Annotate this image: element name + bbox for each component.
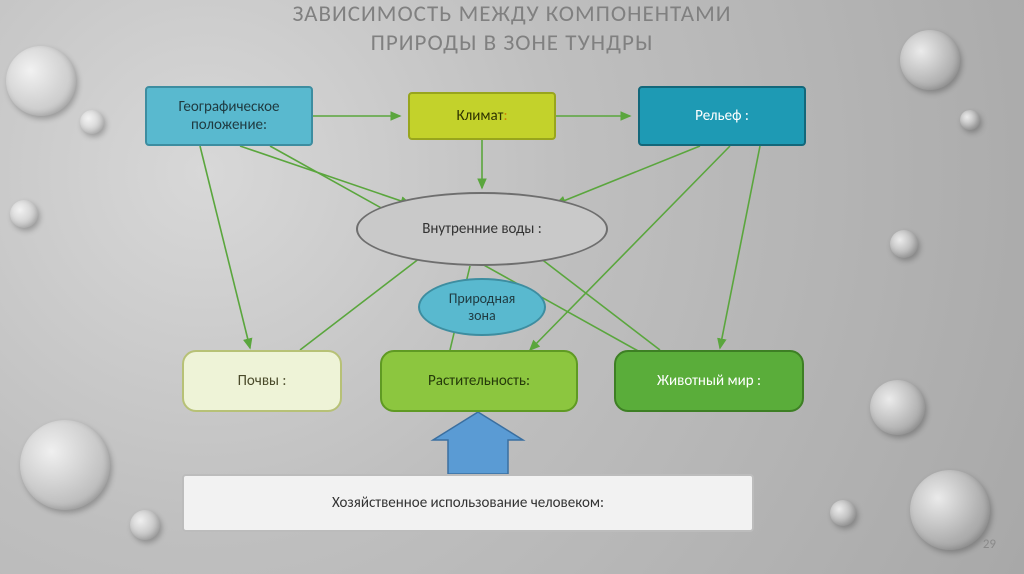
decor-bubble	[20, 420, 110, 510]
decor-bubble	[80, 110, 104, 134]
node-climate: Климат:	[408, 92, 556, 140]
slide: ЗАВИСИМОСТЬ МЕЖДУ КОМПОНЕНТАМИПРИРОДЫ В …	[0, 0, 1024, 574]
decor-bubble	[890, 230, 918, 258]
page-number: 29	[983, 537, 996, 552]
node-usage: Хозяйственное использование человеком:	[182, 474, 754, 532]
decor-bubble	[10, 200, 38, 228]
node-zone: Природнаязона	[418, 278, 546, 336]
decor-bubble	[910, 470, 990, 550]
node-relief: Рельеф :	[638, 86, 806, 146]
node-fauna: Животный мир :	[614, 350, 804, 412]
node-flora: Растительность:	[380, 350, 578, 412]
decor-bubble	[130, 510, 160, 540]
node-soils: Почвы :	[182, 350, 342, 412]
decor-bubble	[870, 380, 925, 435]
decor-bubble	[830, 500, 856, 526]
node-waters: Внутренние воды :	[356, 192, 608, 266]
slide-title: ЗАВИСИМОСТЬ МЕЖДУ КОМПОНЕНТАМИПРИРОДЫ В …	[0, 0, 1024, 58]
node-geo: Географическоеположение:	[145, 86, 313, 146]
decor-bubble	[960, 110, 980, 130]
